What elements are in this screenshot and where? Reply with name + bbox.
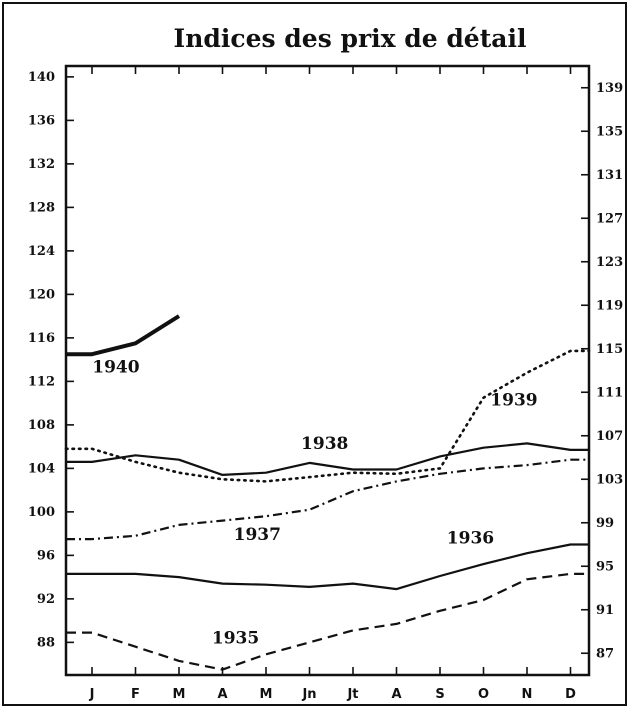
right-tick-label-103: 103 bbox=[596, 472, 623, 487]
right-tick-label-95: 95 bbox=[596, 559, 614, 574]
series-label-1936: 1936 bbox=[447, 528, 494, 548]
x-tick-label-5: Jn bbox=[301, 687, 316, 702]
left-tick-label-92: 92 bbox=[37, 592, 55, 607]
right-tick-label-119: 119 bbox=[596, 298, 623, 313]
left-tick-label-100: 100 bbox=[28, 505, 55, 520]
series-label-1935: 1935 bbox=[212, 628, 259, 648]
series-line-1938 bbox=[66, 442, 589, 476]
series-line-1936 bbox=[66, 543, 589, 591]
left-tick-label-120: 120 bbox=[28, 287, 55, 302]
left-tick-label-140: 140 bbox=[28, 70, 55, 85]
series-label-1940: 1940 bbox=[92, 358, 139, 378]
series-labels: 1940 1939 1938 1937 1936 1935 bbox=[92, 358, 537, 649]
right-tick-label-123: 123 bbox=[596, 255, 623, 270]
right-tick-label-127: 127 bbox=[596, 211, 623, 226]
x-tick-label-6: Jt bbox=[346, 687, 358, 702]
series-line-1940 bbox=[66, 314, 181, 357]
left-tick-label-96: 96 bbox=[37, 548, 55, 563]
series-line-1939 bbox=[64, 349, 591, 483]
left-tick-label-108: 108 bbox=[28, 418, 55, 433]
left-tick-label-124: 124 bbox=[28, 244, 55, 259]
series-label-1938: 1938 bbox=[301, 434, 348, 454]
left-tick-label-128: 128 bbox=[28, 200, 55, 215]
x-tick-label-0: J bbox=[89, 687, 95, 702]
right-tick-label-91: 91 bbox=[596, 603, 614, 618]
left-tick-label-136: 136 bbox=[28, 113, 55, 128]
x-tick-label-8: S bbox=[435, 687, 444, 702]
series-label-1937: 1937 bbox=[234, 525, 281, 545]
right-tick-label-111: 111 bbox=[596, 385, 623, 400]
x-axis: J F M A M Jn Jt A S O N D bbox=[89, 66, 576, 702]
x-tick-label-4: M bbox=[260, 687, 273, 702]
x-tick-label-11: D bbox=[565, 687, 576, 702]
right-tick-label-139: 139 bbox=[596, 81, 623, 96]
left-tick-label-104: 104 bbox=[28, 461, 55, 476]
x-tick-label-2: M bbox=[173, 687, 186, 702]
x-tick-label-7: A bbox=[391, 687, 401, 702]
left-tick-label-88: 88 bbox=[37, 635, 55, 650]
left-tick-label-132: 132 bbox=[28, 157, 55, 172]
x-tick-label-9: O bbox=[478, 687, 489, 702]
x-tick-label-10: N bbox=[522, 687, 533, 702]
x-tick-label-1: F bbox=[131, 687, 140, 702]
series-line-1935 bbox=[66, 572, 589, 671]
right-axis: 139 135 131 127 123 119 115 111 107 103 99 95 91 87 bbox=[581, 81, 623, 661]
right-tick-label-107: 107 bbox=[596, 429, 623, 444]
series-label-1939: 1939 bbox=[490, 390, 537, 410]
right-tick-label-131: 131 bbox=[596, 168, 623, 183]
plot-frame bbox=[64, 64, 591, 677]
right-tick-label-115: 115 bbox=[596, 342, 623, 357]
right-tick-label-135: 135 bbox=[596, 124, 623, 139]
x-tick-label-3: A bbox=[217, 687, 227, 702]
right-tick-label-87: 87 bbox=[596, 646, 614, 661]
left-tick-label-112: 112 bbox=[28, 374, 55, 389]
series-lines bbox=[64, 314, 591, 671]
left-axis: 140 136 132 128 124 120 116 112 108 104 100 96 92 88 bbox=[28, 70, 74, 650]
left-tick-label-116: 116 bbox=[28, 331, 55, 346]
series-line-1937 bbox=[66, 458, 589, 541]
right-tick-label-99: 99 bbox=[596, 516, 614, 531]
chart-title: Indices des prix de détail bbox=[174, 24, 527, 53]
